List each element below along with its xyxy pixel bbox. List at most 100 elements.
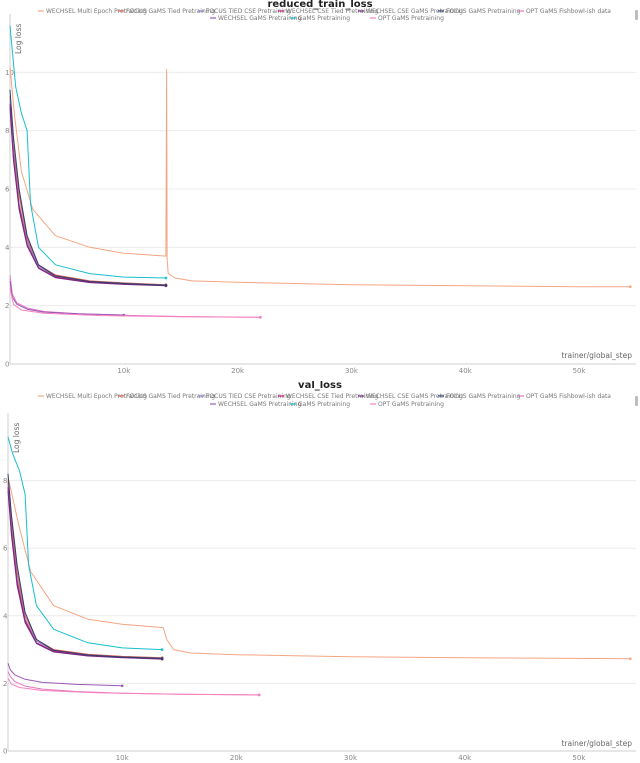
series-line-focus-gams-pretraining[interactable]: [9, 89, 166, 286]
y-tick-label: 4: [3, 612, 8, 620]
x-tick-label: 40k: [458, 754, 472, 762]
series-end-marker: [257, 693, 261, 697]
legend-item-wechsel-gams-pretraining[interactable]: WECHSEL GaMS Pretraining: [210, 15, 301, 22]
legend-item-wechsel-gams-pretraining[interactable]: WECHSEL GaMS Pretraining: [210, 401, 301, 408]
legend-label: FOCUS GaMS Pretraining: [446, 8, 521, 15]
legend-item-wechsel-multi-epoch-pretraining[interactable]: WECHSEL Multi Epoch Pretraining: [38, 8, 147, 15]
series-line-wechsel-gams-pretraining[interactable]: [7, 662, 123, 687]
y-tick-label: 0: [3, 748, 7, 756]
legend-item-wechsel-cse-gams-pretraining[interactable]: WECHSEL CSE GaMS Pretraining: [358, 8, 463, 15]
legend-label: WECHSEL GaMS Pretraining: [218, 15, 301, 22]
legend-label: WECHSEL CSE GaMS Pretraining: [366, 393, 463, 400]
scrollbar-thumb[interactable]: [635, 396, 638, 406]
series-line-wechsel-multi-epoch-pretraining[interactable]: [7, 477, 631, 660]
x-axis: 10k 20k 30k 40k 50k trainer/global_step: [10, 351, 636, 375]
legend-label: OPT GaMS Pretraining: [378, 15, 444, 22]
series-end-marker: [160, 648, 164, 651]
legend-item-gams-pretraining[interactable]: GaMS Pretraining: [290, 401, 350, 408]
legend-item-focus-tied-cse-pretraining[interactable]: FOCUS TIED CSE Pretraining: [198, 8, 291, 15]
y-axis-label: Log loss: [12, 423, 21, 453]
x-tick-label: 20k: [230, 754, 244, 762]
legend-item-focus-gams-pretraining[interactable]: FOCUS GaMS Pretraining: [438, 8, 521, 15]
legend-label: OPT GaMS Fishbowl-ish data: [526, 8, 611, 15]
legend-item-wechsel-cse-tied-pretraining[interactable]: WECHSEL CSE Tied Pretraining: [278, 8, 379, 15]
x-tick-label: 30k: [345, 367, 359, 375]
series-end-marker: [120, 684, 124, 688]
series-end-marker: [259, 316, 262, 319]
series-group: [9, 25, 632, 319]
legend-item-wechsel-multi-epoch-pretraining[interactable]: WECHSEL Multi Epoch Pretraining: [38, 393, 147, 400]
series-end-marker: [629, 285, 632, 289]
legend-item-focus-gams-tied-pretraining[interactable]: FOCUS GaMS Tied Pretraining: [118, 393, 215, 400]
series-group: [7, 436, 632, 697]
series-end-marker: [160, 657, 164, 660]
y-tick-label: 2: [3, 680, 7, 688]
legend-label: OPT GaMS Pretraining: [378, 401, 444, 408]
x-tick-label: 10k: [116, 754, 130, 762]
legend-label: WECHSEL CSE Tied Pretraining: [286, 393, 379, 400]
chart-title: val_loss: [298, 381, 342, 391]
legend-label: FOCUS TIED CSE Pretraining: [206, 8, 291, 15]
legend-item-focus-tied-cse-pretraining[interactable]: FOCUS TIED CSE Pretraining: [198, 393, 291, 400]
y-axis-label: Log loss: [14, 24, 23, 54]
y-axis: 0 2 4 6 8 Log loss: [3, 413, 636, 756]
series-end-marker: [164, 283, 168, 287]
y-tick-label: 10: [5, 69, 14, 77]
x-axis-label: trainer/global_step: [561, 351, 632, 360]
chart-panel-reduced-train-loss: reduced_train_loss WECHSEL Multi Epoch Pr…: [0, 0, 640, 381]
legend-item-opt-gams-fishbowl-ish-data[interactable]: OPT GaMS Fishbowl-ish data: [518, 8, 611, 15]
legend-item-focus-gams-tied-pretraining[interactable]: FOCUS GaMS Tied Pretraining: [118, 8, 215, 15]
legend-label: WECHSEL CSE Tied Pretraining: [286, 8, 379, 15]
series-line-wechsel-cse-gams-pretraining[interactable]: [7, 490, 163, 660]
x-tick-label: 20k: [231, 367, 245, 375]
y-tick-label: 8: [5, 127, 9, 135]
x-axis-label: trainer/global_step: [561, 739, 632, 748]
legend-item-gams-pretraining[interactable]: GaMS Pretraining: [290, 15, 350, 22]
series-line-wechsel-gams-pretraining[interactable]: [9, 280, 124, 316]
x-tick-label: 50k: [573, 367, 587, 375]
legend-item-opt-gams-pretraining[interactable]: OPT GaMS Pretraining: [370, 15, 444, 22]
x-tick-label: 10k: [117, 367, 131, 375]
y-tick-label: 0: [5, 361, 9, 369]
legend-label: FOCUS GaMS Pretraining: [446, 393, 521, 400]
y-tick-label: 6: [3, 545, 8, 553]
series-line-focus-gams-pretraining[interactable]: [7, 473, 163, 659]
legend-item-opt-gams-pretraining[interactable]: OPT GaMS Pretraining: [370, 401, 444, 408]
series-line-wechsel-multi-epoch-pretraining[interactable]: [9, 66, 631, 288]
legend-label: WECHSEL Multi Epoch Pretraining: [46, 393, 147, 400]
series-line-gams-pretraining[interactable]: [9, 25, 166, 279]
y-tick-label: 8: [3, 477, 7, 485]
x-tick-label: 40k: [459, 367, 473, 375]
legend-label: FOCUS GaMS Tied Pretraining: [126, 393, 215, 400]
legend-item-focus-gams-pretraining[interactable]: FOCUS GaMS Pretraining: [438, 393, 521, 400]
legend-label: WECHSEL Multi Epoch Pretraining: [46, 8, 147, 15]
legend-item-wechsel-cse-tied-pretraining[interactable]: WECHSEL CSE Tied Pretraining: [278, 393, 379, 400]
series-line-gams-pretraining[interactable]: [7, 436, 163, 651]
series-line-opt-gams-pretraining[interactable]: [9, 288, 261, 318]
legend-label: WECHSEL GaMS Pretraining: [218, 401, 301, 408]
x-tick-label: 50k: [572, 754, 586, 762]
y-tick-label: 4: [5, 244, 10, 252]
series-line-opt-gams-fishbowl-ish-data[interactable]: [9, 274, 261, 318]
series-end-marker: [628, 657, 632, 661]
x-axis: 10k 20k 30k 40k 50k trainer/global_step: [8, 739, 636, 762]
series-line-wechsel-cse-gams-pretraining[interactable]: [9, 107, 166, 287]
y-tick-label: 6: [5, 186, 10, 194]
legend-item-wechsel-cse-gams-pretraining[interactable]: WECHSEL CSE GaMS Pretraining: [358, 393, 463, 400]
legend-label: WECHSEL CSE GaMS Pretraining: [366, 8, 463, 15]
chart-panel-val-loss: val_loss WECHSEL Multi Epoch Pretraining F…: [0, 381, 640, 763]
legend-label: OPT GaMS Fishbowl-ish data: [526, 393, 611, 400]
legend-label: GaMS Pretraining: [298, 401, 350, 408]
series-line-opt-gams-pretraining[interactable]: [7, 678, 260, 696]
scrollbar-thumb[interactable]: [635, 10, 638, 20]
series-end-marker: [164, 276, 168, 280]
legend-label: FOCUS GaMS Tied Pretraining: [126, 8, 215, 15]
legend-item-opt-gams-fishbowl-ish-data[interactable]: OPT GaMS Fishbowl-ish data: [518, 393, 611, 400]
y-tick-label: 2: [5, 302, 9, 310]
x-tick-label: 30k: [344, 754, 358, 762]
chart-title: reduced_train_loss: [267, 0, 372, 10]
